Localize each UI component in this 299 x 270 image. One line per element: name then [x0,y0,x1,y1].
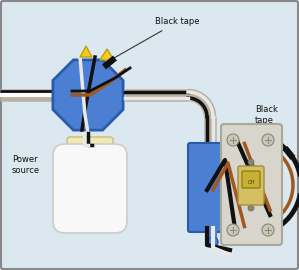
Circle shape [262,134,274,146]
Circle shape [227,134,239,146]
Circle shape [262,224,274,236]
Text: Black
tape: Black tape [255,105,287,151]
Circle shape [248,205,254,211]
Text: Black tape: Black tape [109,18,199,61]
FancyBboxPatch shape [221,124,282,245]
Circle shape [248,159,254,165]
FancyBboxPatch shape [53,144,127,233]
Polygon shape [100,49,114,60]
Circle shape [227,224,239,236]
FancyBboxPatch shape [188,143,240,232]
Text: Power
source: Power source [12,155,40,175]
FancyBboxPatch shape [238,166,264,205]
Polygon shape [80,46,92,57]
Polygon shape [53,60,123,130]
FancyBboxPatch shape [67,137,113,161]
Text: Off: Off [247,180,255,184]
FancyBboxPatch shape [242,171,260,188]
Circle shape [208,237,218,247]
